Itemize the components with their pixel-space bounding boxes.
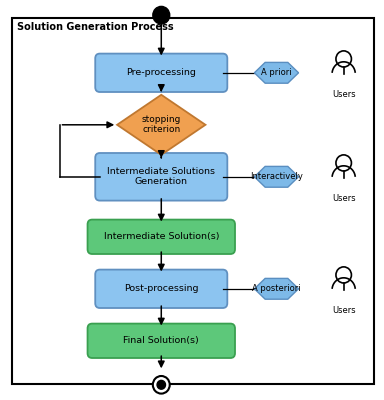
Circle shape [336,267,351,283]
FancyBboxPatch shape [88,324,235,358]
FancyBboxPatch shape [95,54,227,92]
Polygon shape [117,95,205,155]
Text: Users: Users [332,306,356,315]
Text: Intermediate Solutions
Generation: Intermediate Solutions Generation [107,167,215,186]
Circle shape [336,155,351,171]
Text: Users: Users [332,194,356,203]
Polygon shape [254,278,299,299]
Text: Intermediate Solution(s): Intermediate Solution(s) [104,232,219,241]
Text: A posteriori: A posteriori [252,284,301,293]
Circle shape [153,6,170,24]
FancyBboxPatch shape [95,270,227,308]
Text: Pre-processing: Pre-processing [126,68,196,77]
Circle shape [157,380,166,389]
Circle shape [153,376,170,394]
FancyBboxPatch shape [88,220,235,254]
Polygon shape [254,62,299,83]
Text: Solution Generation Process: Solution Generation Process [17,22,174,32]
FancyBboxPatch shape [12,18,374,384]
Polygon shape [254,166,299,187]
Text: Post-processing: Post-processing [124,284,199,293]
Text: A priori: A priori [261,68,292,77]
Text: Interactively: Interactively [250,172,303,181]
Text: Final Solution(s): Final Solution(s) [123,336,199,345]
Circle shape [336,51,351,67]
Text: stopping
criterion: stopping criterion [142,115,181,134]
Text: Users: Users [332,90,356,99]
FancyBboxPatch shape [95,153,227,200]
